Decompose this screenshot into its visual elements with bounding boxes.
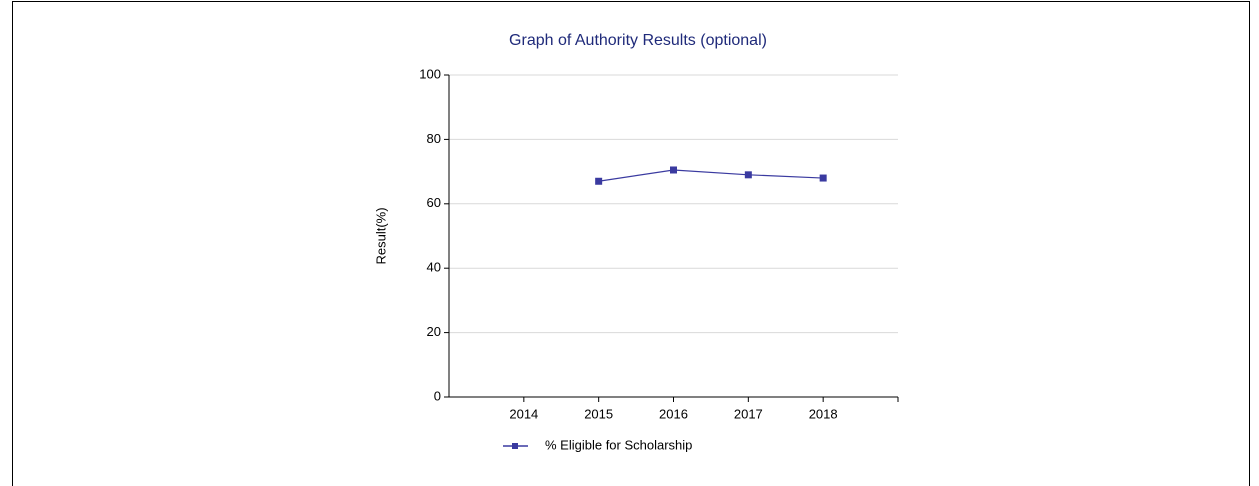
y-tick-label: 60	[427, 195, 441, 210]
legend-label: % Eligible for Scholarship	[545, 437, 692, 452]
y-tick-label: 100	[419, 66, 441, 81]
legend-marker	[512, 443, 518, 449]
x-tick-label: 2017	[734, 406, 763, 421]
y-tick-label: 40	[427, 260, 441, 275]
x-tick-label: 2015	[584, 406, 613, 421]
point	[670, 166, 677, 174]
x-tick-label: 2018	[809, 406, 838, 421]
y-tick-label: 20	[427, 324, 441, 339]
point	[595, 177, 603, 185]
y-axis-label: Result(%)	[373, 207, 388, 264]
chart-title: Graph of Authority Results (optional)	[509, 32, 767, 49]
series-line	[598, 169, 824, 182]
x-tick-label: 2014	[509, 406, 538, 421]
x-tick-label: 2016	[659, 406, 688, 421]
y-tick-label: 80	[427, 131, 441, 146]
point	[744, 171, 752, 179]
point	[819, 174, 827, 182]
frame	[12, 1, 1250, 486]
y-tick-label: 0	[434, 388, 441, 403]
